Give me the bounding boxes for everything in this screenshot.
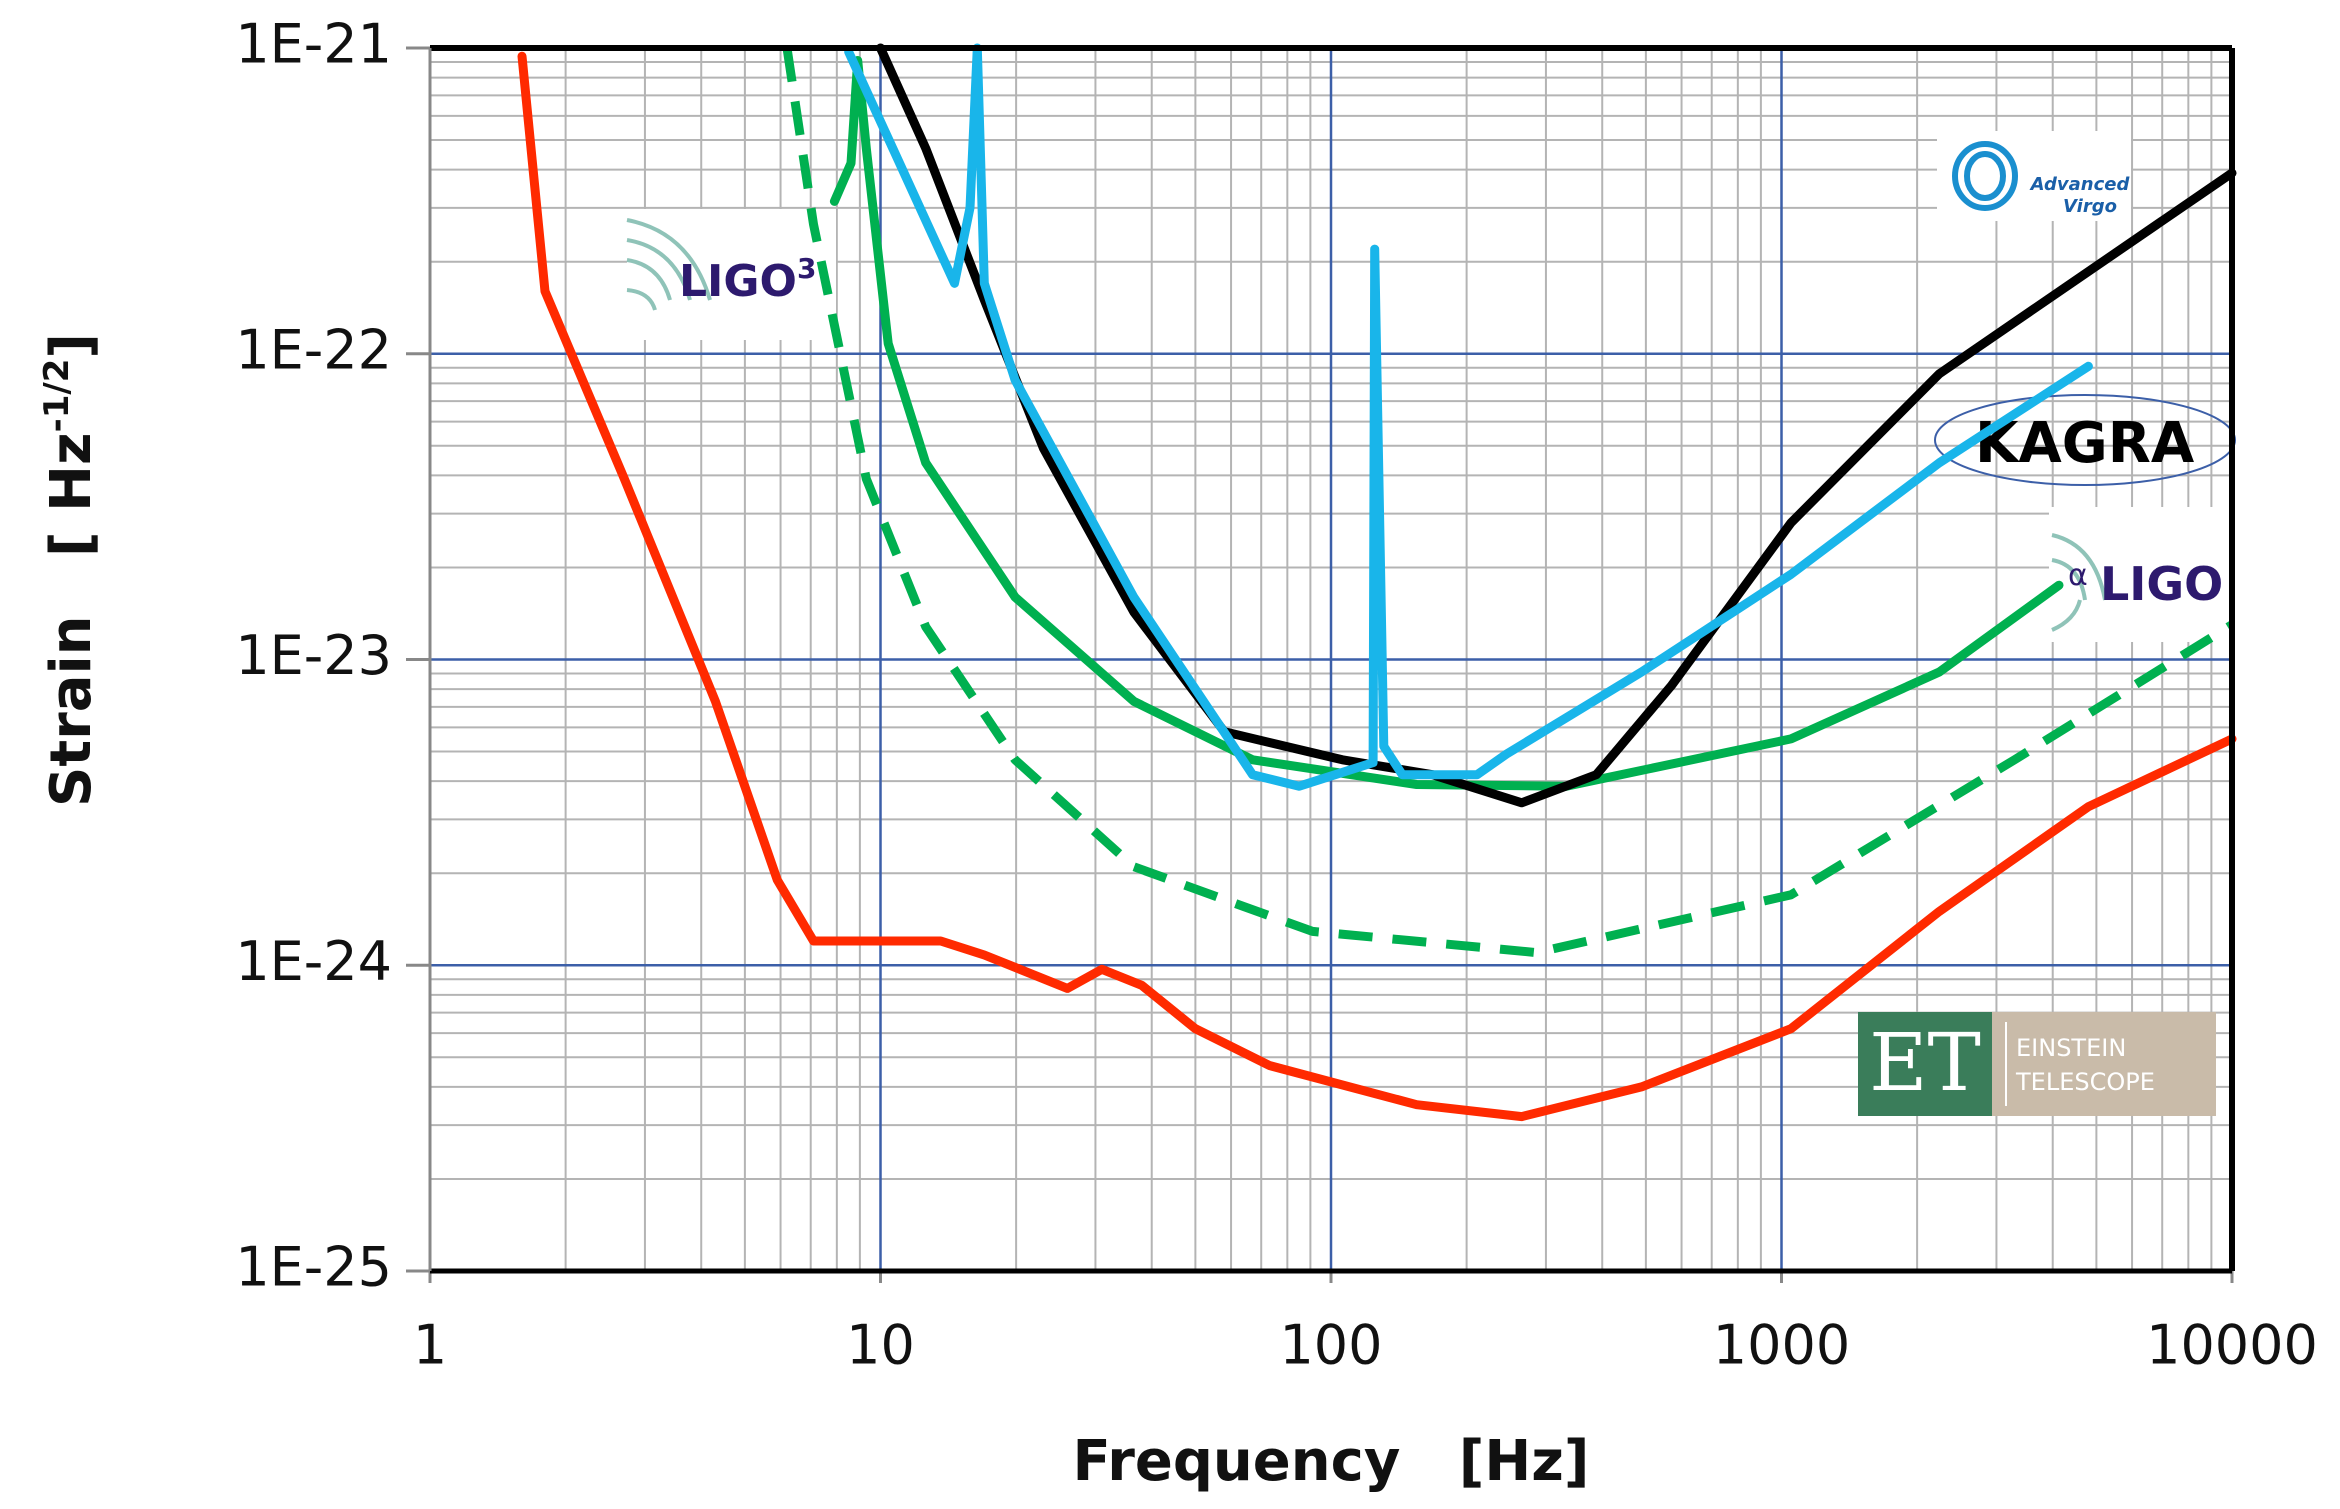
x-tick-label: 1 (413, 1314, 447, 1377)
x-tick-label: 10 (846, 1314, 915, 1377)
x-tick-label: 100 (1279, 1314, 1382, 1377)
logo-text: LIGO3 (679, 252, 816, 307)
y-tick-label: 1E-25 (235, 1236, 392, 1299)
y-tick-label: 1E-23 (235, 624, 392, 687)
x-axis-label: Frequency [Hz] (1073, 1429, 1590, 1494)
y-axis-label: Strain [ Hz-1/2] (37, 333, 104, 807)
logo-short: ET (1869, 1016, 1981, 1109)
frame: 1 10 100 1000 10000 1E-25 1E-24 1E-23 1E-22 1E-21 (235, 13, 2318, 1377)
logo-name: KAGRA (1975, 411, 2195, 476)
y-axis-label-superscript: -1/2 (37, 359, 77, 433)
logo-line: EINSTEIN (2016, 1034, 2126, 1062)
logo-line: TELESCOPE (2015, 1068, 2155, 1096)
y-axis-label-suffix: ] (39, 333, 104, 359)
logo-bg (2049, 507, 2232, 642)
logo-rings (1952, 141, 2018, 211)
logo-name: LIGO (679, 256, 797, 307)
logo-aligo: α LIGO (2049, 507, 2232, 642)
series-line (517, 51, 2237, 1122)
y-tick-label: 1E-21 (235, 13, 392, 76)
logo-kagra: KAGRA (1934, 394, 2236, 486)
logo-ligo3: LIGO3 (626, 209, 836, 340)
series-line (782, 47, 2235, 958)
x-tick-label: 1000 (1713, 1314, 1850, 1377)
y-tick-label: 1E-24 (235, 930, 392, 993)
logo-line: Advanced (2029, 174, 2131, 195)
logo-prefix: α (2068, 558, 2088, 593)
logo-superscript: 3 (797, 252, 816, 285)
x-tick-label: 10000 (2146, 1314, 2318, 1377)
logo-line: Virgo (2063, 196, 2117, 217)
y-tick-label: 1E-22 (235, 318, 392, 381)
logo-arcs (626, 218, 712, 311)
logo-et: ET EINSTEIN TELESCOPE (1858, 1012, 2216, 1116)
logo-name: LIGO (2100, 557, 2223, 611)
logo-block (1858, 1012, 1992, 1116)
logo-arcs (2051, 533, 2107, 632)
logo-virgo: Advanced Virgo (1937, 131, 2131, 221)
y-axis-label-text: Strain [ Hz (39, 432, 104, 807)
